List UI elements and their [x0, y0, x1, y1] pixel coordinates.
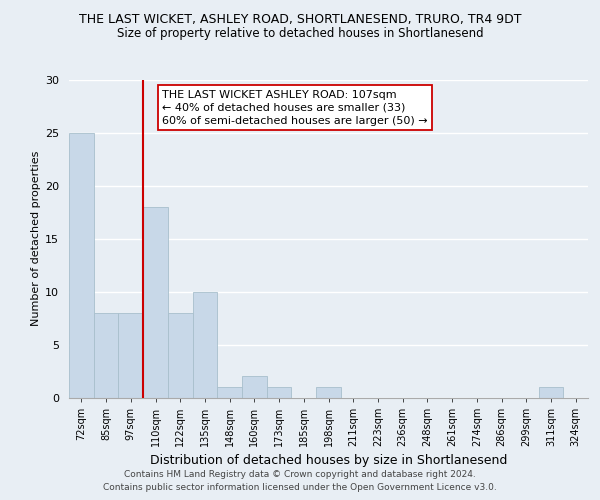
Bar — [242, 376, 267, 398]
Bar — [193, 292, 217, 398]
Bar — [118, 313, 143, 398]
Bar — [168, 313, 193, 398]
Bar — [217, 387, 242, 398]
Bar — [94, 313, 118, 398]
Bar — [267, 387, 292, 398]
Y-axis label: Number of detached properties: Number of detached properties — [31, 151, 41, 326]
Bar — [316, 387, 341, 398]
Bar — [539, 387, 563, 398]
Text: Size of property relative to detached houses in Shortlanesend: Size of property relative to detached ho… — [116, 28, 484, 40]
Text: THE LAST WICKET, ASHLEY ROAD, SHORTLANESEND, TRURO, TR4 9DT: THE LAST WICKET, ASHLEY ROAD, SHORTLANES… — [79, 12, 521, 26]
Bar — [69, 133, 94, 398]
X-axis label: Distribution of detached houses by size in Shortlanesend: Distribution of detached houses by size … — [150, 454, 507, 467]
Text: THE LAST WICKET ASHLEY ROAD: 107sqm
← 40% of detached houses are smaller (33)
60: THE LAST WICKET ASHLEY ROAD: 107sqm ← 40… — [163, 90, 428, 126]
Bar — [143, 207, 168, 398]
Text: Contains HM Land Registry data © Crown copyright and database right 2024.
Contai: Contains HM Land Registry data © Crown c… — [103, 470, 497, 492]
